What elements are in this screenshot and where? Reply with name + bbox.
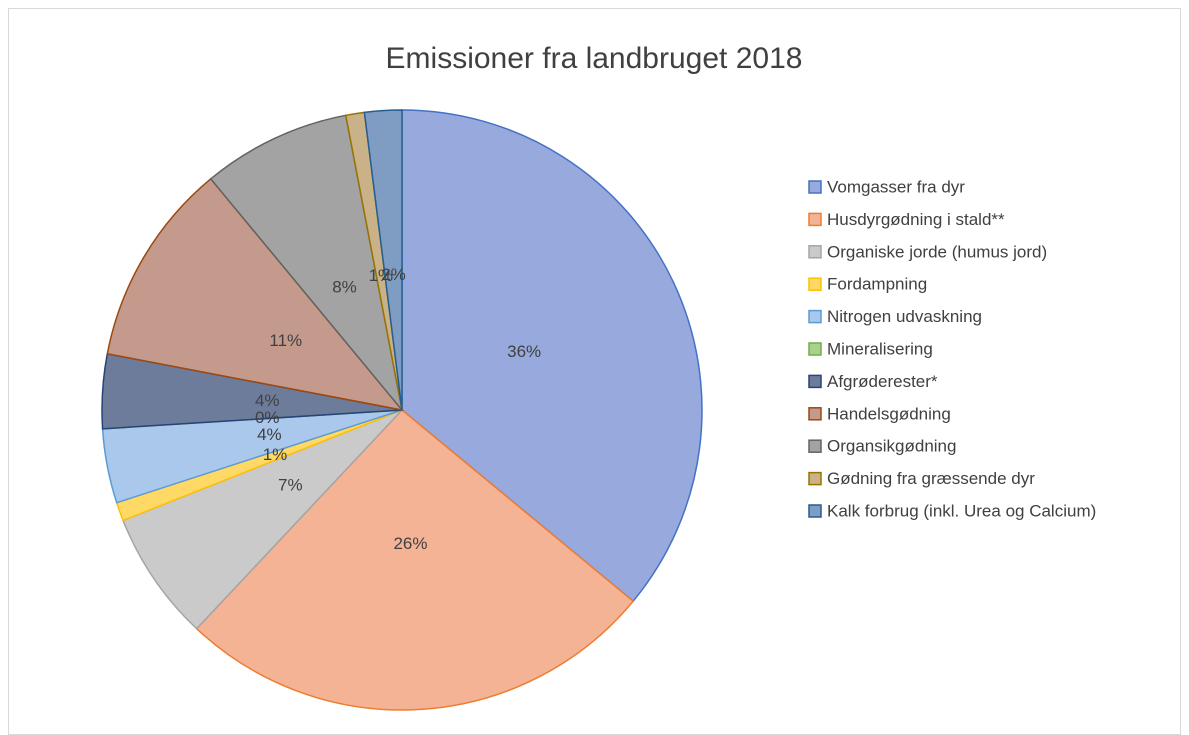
legend-swatch [808, 439, 822, 453]
data-label: 2% [381, 265, 406, 284]
legend-swatch [808, 407, 822, 421]
legend-swatch [808, 471, 822, 486]
legend-swatch [808, 277, 822, 291]
pie-slice [195, 408, 635, 711]
legend-label: Handelsgødning [827, 404, 951, 423]
data-label: 4% [257, 425, 282, 444]
pie-slice [209, 114, 403, 411]
legend-label: Kalk forbrug (inkl. Urea og Calcium) [827, 501, 1096, 520]
pie-slice [363, 109, 403, 411]
data-label: 4% [255, 391, 280, 410]
data-label: 1% [369, 266, 394, 285]
data-label: 7% [278, 475, 303, 494]
legend-label: Organiske jorde (humus jord) [827, 242, 1047, 261]
data-label: 26% [393, 534, 427, 553]
pie-slice [401, 109, 703, 603]
legend-swatch [808, 180, 822, 194]
data-label: 1% [263, 445, 288, 464]
legend-label: Vomgasser fra dyr [827, 177, 965, 196]
data-label: 8% [332, 277, 357, 296]
legend-swatch [808, 245, 822, 259]
data-label: 11% [269, 331, 302, 350]
pie-slice [122, 409, 403, 630]
legend-label: Nitrogen udvaskning [827, 307, 982, 326]
legend-label: Organsikgødning [827, 437, 956, 456]
data-label: 0% [255, 408, 280, 427]
chart-title: Emissioner fra landbruget 2018 [386, 42, 803, 75]
data-label: 36% [507, 342, 541, 361]
legend-swatch [808, 504, 822, 518]
legend-label: Mineralisering [827, 339, 933, 358]
legend-label: Husdyrgødning i stald** [827, 210, 1005, 229]
legend-swatch [808, 309, 822, 324]
legend-label: Fordampning [827, 275, 927, 294]
legend-swatch [808, 374, 822, 389]
legend-label: Gødning fra græssende dyr [827, 469, 1035, 488]
legend-swatch [808, 342, 822, 356]
legend-label: Afgrøderester* [827, 372, 938, 391]
legend-swatch [808, 212, 822, 227]
pie-slice [106, 177, 404, 412]
